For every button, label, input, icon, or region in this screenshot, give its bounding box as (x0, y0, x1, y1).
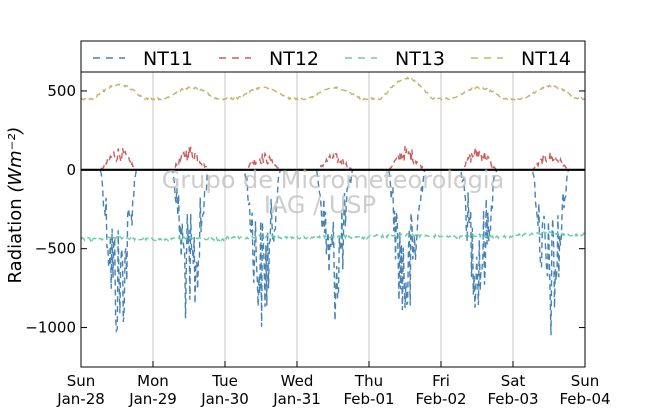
legend: NT11 NT12 NT13 NT14 (80, 40, 586, 73)
series-nt14-line (80, 76, 586, 102)
watermark: Grupo de Micrometeorologia IAG / USP (162, 166, 504, 219)
series-nt13-line (80, 229, 586, 243)
x-tick-weekday: Thu (354, 372, 383, 390)
x-tick-date: Feb-02 (415, 390, 466, 408)
y-axis-label: Radiation (Wm⁻²) (5, 127, 26, 284)
y-tick-label: −500 (35, 240, 76, 258)
y-axis-label-text: Radiation (5, 198, 26, 283)
x-tick-date: Jan-29 (128, 390, 177, 408)
x-tick-date: Jan-30 (200, 390, 249, 408)
y-axis-ticks: 500 0 −500 −1000 (25, 82, 585, 337)
legend-label: NT11 (143, 48, 193, 70)
watermark-line-2: IAG / USP (264, 191, 376, 219)
legend-label: NT14 (521, 48, 571, 70)
grid-lines (152, 72, 514, 367)
x-tick-weekday: Fri (432, 372, 450, 390)
legend-label: NT12 (269, 48, 319, 70)
x-tick-date: Feb-04 (559, 390, 610, 408)
x-tick-weekday: Sun (571, 372, 600, 390)
x-tick-weekday: Mon (137, 372, 169, 390)
y-tick-label: 0 (66, 161, 76, 179)
x-tick-date: Jan-31 (272, 390, 321, 408)
x-tick-weekday: Sun (67, 372, 96, 390)
legend-label: NT13 (395, 48, 445, 70)
y-tick-label: 500 (47, 82, 76, 100)
y-axis-label-unit: (Wm⁻²) (5, 127, 26, 193)
x-tick-date: Jan-28 (56, 390, 105, 408)
x-tick-weekday: Tue (211, 372, 238, 390)
legend-box (80, 40, 586, 73)
x-tick-weekday: Wed (281, 372, 314, 390)
watermark-line-1: Grupo de Micrometeorologia (162, 166, 504, 194)
x-tick-date: Feb-03 (487, 390, 538, 408)
x-tick-date: Feb-01 (343, 390, 394, 408)
y-tick-label: −1000 (25, 319, 76, 337)
x-tick-weekday: Sat (501, 372, 526, 390)
plot-frame (80, 71, 586, 368)
x-axis-ticks: SunJan-28MonJan-29TueJan-30WedJan-31ThuF… (56, 361, 611, 408)
